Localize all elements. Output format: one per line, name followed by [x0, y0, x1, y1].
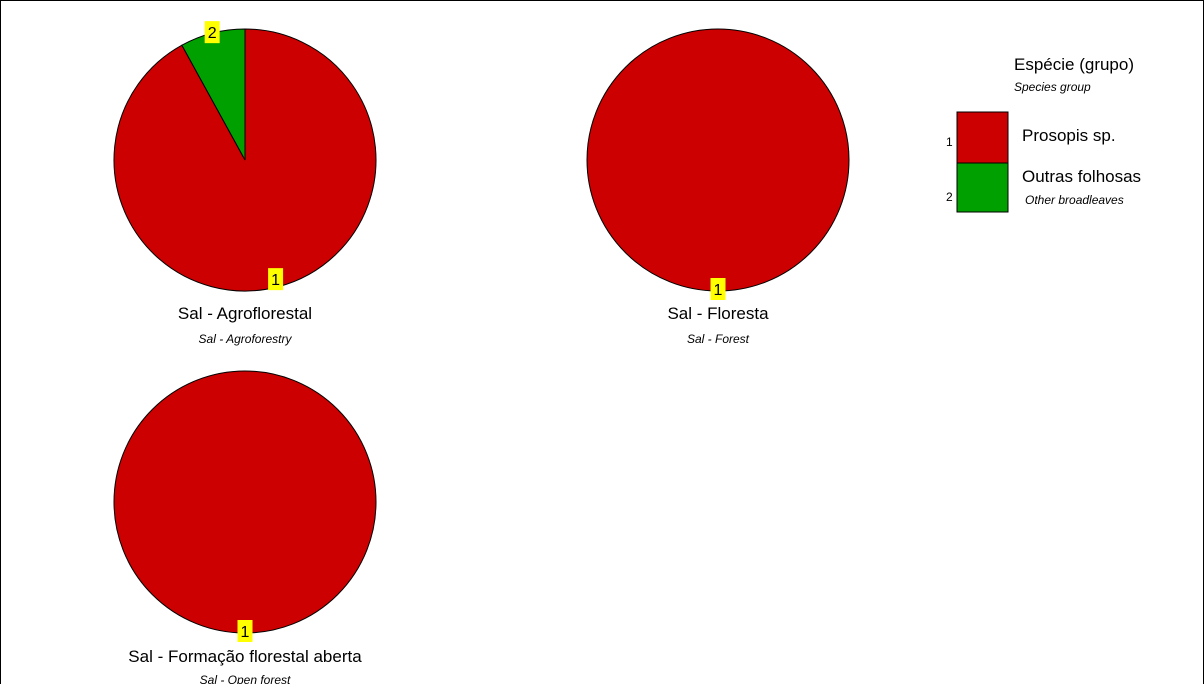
pie-2-slice-1-label: 1 — [714, 282, 723, 299]
pie-3-slice-1-label-box — [237, 620, 253, 642]
pie-2-slice-1-label-box — [710, 278, 726, 300]
legend-entry-2-sublabel: Other broadleaves — [1025, 193, 1124, 207]
pie-3-slice-1-label: 1 — [241, 624, 250, 641]
legend: Espécie (grupo) Species group 1 Prosopis… — [946, 55, 1141, 213]
pie-2-title: Sal - Floresta — [667, 304, 769, 323]
legend-title: Espécie (grupo) — [1014, 55, 1134, 74]
pie-3-title: Sal - Formação florestal aberta — [128, 647, 362, 666]
pie-1-title: Sal - Agroflorestal — [178, 304, 312, 323]
pie-1-slice-2-label: 2 — [208, 25, 217, 42]
legend-entry-1-label: Prosopis sp. — [1022, 126, 1116, 145]
pie-3-subtitle: Sal - Open forest — [200, 673, 291, 684]
legend-swatch-2 — [956, 162, 1009, 213]
pie-1-slice-1-label: 1 — [271, 272, 280, 289]
pie-1-slice-2-label-box — [204, 21, 220, 44]
pie-chart-3: 1 Sal - Formação florestal aberta Sal - Op… — [113, 370, 377, 684]
pie-2-subtitle: Sal - Forest — [687, 332, 750, 346]
pie-2-slice-1 — [586, 28, 850, 292]
legend-subtitle: Species group — [1014, 80, 1091, 94]
legend-swatch-1 — [956, 111, 1009, 164]
pie-chart-1: 1 2 Sal - Agroflorestal Sal - Agroforestry — [113, 21, 377, 346]
pie-1-slice-1-label-box — [268, 268, 284, 291]
legend-entry-1-id: 1 — [946, 135, 953, 149]
pie-chart-2: 1 Sal - Floresta Sal - Forest — [586, 28, 850, 346]
legend-entry-2-label: Outras folhosas — [1022, 167, 1141, 186]
pie-1-subtitle: Sal - Agroforestry — [199, 332, 293, 346]
legend-entry-2-id: 2 — [946, 190, 953, 204]
pie-3-slice-1 — [113, 370, 377, 634]
